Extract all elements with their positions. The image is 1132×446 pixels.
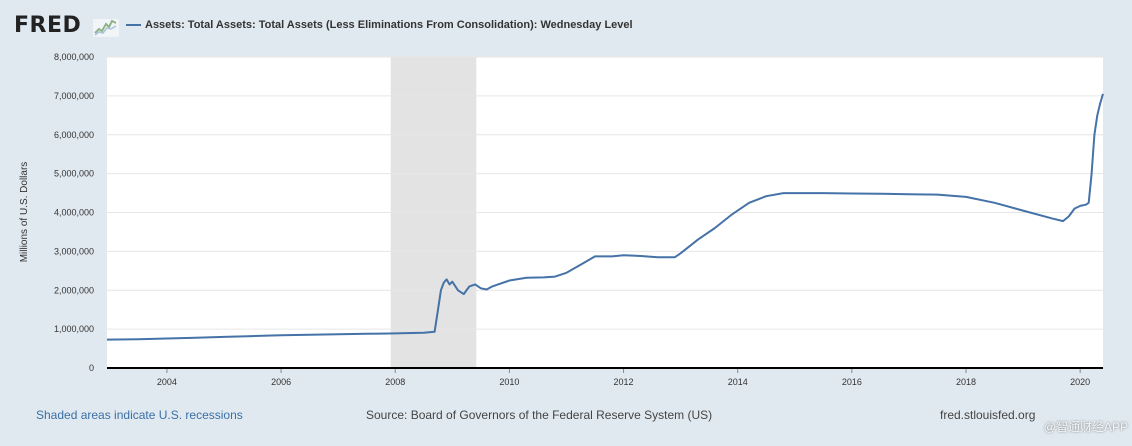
x-tick-label: 2014 xyxy=(728,377,748,387)
sparkline-icon xyxy=(93,19,119,37)
y-tick-label: 7,000,000 xyxy=(54,91,94,101)
recession-note-link[interactable]: Shaded areas indicate U.S. recessions xyxy=(36,408,243,422)
chart-legend: Assets: Total Assets: Total Assets (Less… xyxy=(126,19,633,31)
x-tick-label: 2016 xyxy=(842,377,862,387)
chart-svg: 0 1,000,000 2,000,000 3,000,000 4,000,000 5,0… xyxy=(19,52,1104,387)
legend-swatch xyxy=(126,24,141,26)
x-tick-label: 2018 xyxy=(956,377,976,387)
x-tick-label: 2010 xyxy=(499,377,519,387)
y-tick-label: 1,000,000 xyxy=(54,324,94,334)
y-tick-label: 4,000,000 xyxy=(54,208,94,218)
y-tick-label: 3,000,000 xyxy=(54,246,94,256)
legend-label: Assets: Total Assets: Total Assets (Less… xyxy=(145,19,633,31)
x-tick-label: 2006 xyxy=(271,377,291,387)
x-axis-ticks: 2004 2006 2008 2010 2012 2014 2016 2018 2020 xyxy=(157,368,1090,387)
fred-site-link[interactable]: fred.stlouisfed.org xyxy=(940,408,1036,422)
y-tick-label: 2,000,000 xyxy=(54,285,94,295)
y-axis-ticks: 0 1,000,000 2,000,000 3,000,000 4,000,000 5,0… xyxy=(54,52,94,373)
series-line[interactable] xyxy=(106,93,1104,341)
x-tick-label: 2008 xyxy=(385,377,405,387)
y-tick-label: 6,000,000 xyxy=(54,130,94,140)
y-tick-label: 8,000,000 xyxy=(54,52,94,62)
chart-header: FRED Assets: Total Assets: Total Assets … xyxy=(0,0,1132,52)
x-tick-label: 2020 xyxy=(1070,377,1090,387)
watermark: @智通财经APP xyxy=(1043,420,1128,434)
y-tick-label: 5,000,000 xyxy=(54,169,94,179)
x-tick-label: 2004 xyxy=(157,377,177,387)
fred-logo[interactable]: FRED xyxy=(14,13,82,38)
x-tick-label: 2012 xyxy=(614,377,634,387)
y-tick-label: 0 xyxy=(89,363,94,373)
grid-lines xyxy=(107,56,1103,330)
source-note: Source: Board of Governors of the Federa… xyxy=(366,408,713,422)
y-axis-label: Millions of U.S. Dollars xyxy=(19,162,30,263)
